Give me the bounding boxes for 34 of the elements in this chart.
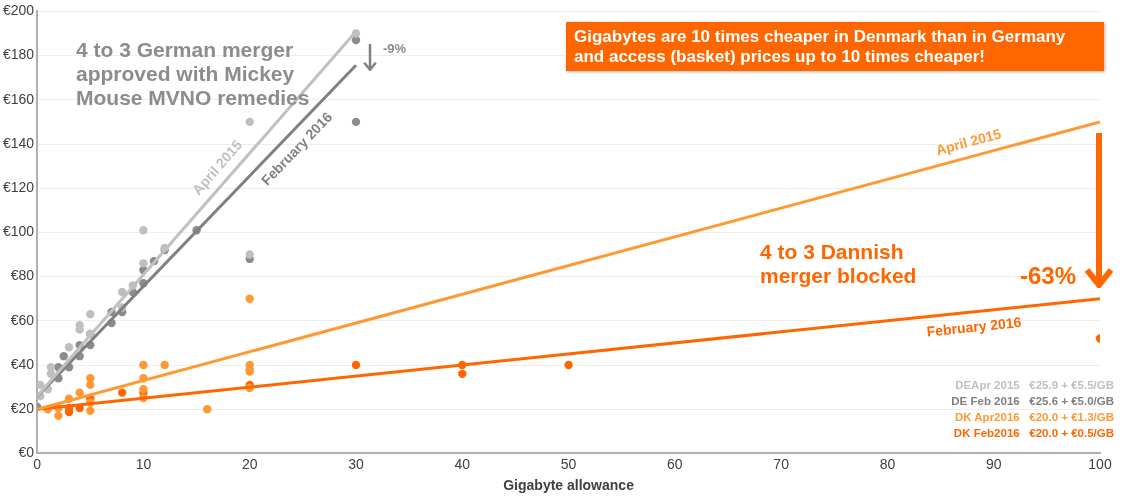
y-tick-label: €100: [2, 223, 35, 240]
y-tick-label: €140: [2, 134, 35, 151]
x-tick-label: 70: [773, 455, 790, 472]
annotation: -9%: [383, 41, 407, 57]
annotation: DK Feb2016 €20.0 + €0.5/GB: [953, 427, 1114, 441]
x-tick-label: 100: [1088, 455, 1112, 472]
x-tick-label: 50: [560, 455, 577, 472]
annotation: 4 to 3 Dannish merger blocked: [760, 240, 918, 289]
annotation: -63%: [1020, 262, 1077, 290]
annotation: DEApr 2015 €25.9 + €5.5/GB: [955, 379, 1114, 393]
x-tick-label: 80: [879, 455, 896, 472]
text: February 2016: [926, 313, 1023, 340]
y-tick-label: €80: [10, 267, 35, 284]
annotation: DE Feb 2016 €25.6 + €5.0/GB: [951, 395, 1114, 409]
annotation: DK Apr2016 €20.0 + €1.3/GB: [954, 411, 1114, 425]
x-tick-label: 40: [454, 455, 471, 472]
annotation: Gigabytes are 10 times cheaper in Denmark than in Germany and access (basket) prices up to 10 times cheaper!: [566, 22, 1104, 72]
x-tick-label: 30: [348, 455, 364, 472]
y-tick-label: €200: [2, 2, 35, 19]
y-tick-label: €60: [10, 311, 35, 328]
x-tick-label: 0: [33, 455, 42, 472]
annotation: 4 to 3 German merger approved with Mickey Mouse MVNO remedies: [76, 38, 311, 111]
y-tick-label: €180: [2, 46, 35, 63]
y-tick-label: €20: [10, 400, 35, 417]
y-tick-label: €120: [2, 179, 35, 196]
y-tick-label: €160: [2, 90, 35, 107]
x-tick-label: 20: [241, 455, 258, 472]
x-axis-title: Gigabyte allowance: [503, 477, 635, 494]
y-tick-label: €40: [10, 355, 35, 372]
text: April 2015: [934, 125, 1004, 159]
x-tick-label: 60: [667, 455, 683, 472]
x-tick-label: 90: [985, 455, 1002, 472]
x-tick-label: 10: [135, 455, 152, 472]
y-tick-label: €0: [18, 444, 35, 461]
